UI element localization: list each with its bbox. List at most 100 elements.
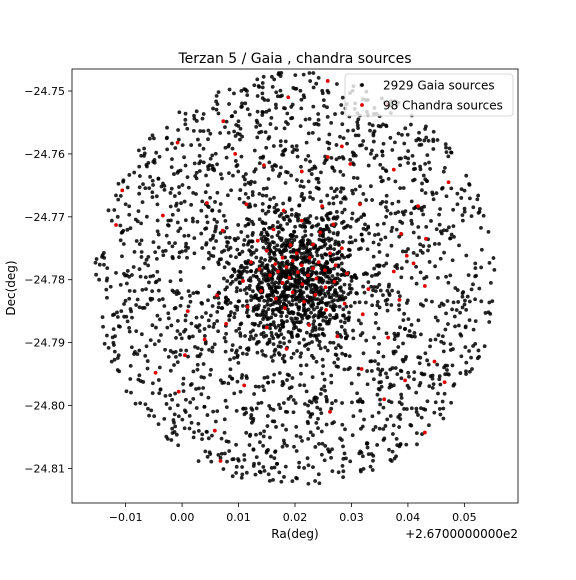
- gaia-point: [212, 217, 217, 222]
- gaia-point: [319, 411, 324, 415]
- gaia-point: [322, 311, 327, 315]
- gaia-point: [314, 250, 319, 254]
- gaia-point: [156, 176, 161, 181]
- gaia-point: [137, 348, 142, 353]
- gaia-point: [406, 370, 411, 375]
- gaia-point: [361, 226, 366, 231]
- gaia-point: [234, 409, 239, 413]
- gaia-point: [310, 353, 314, 358]
- gaia-point: [443, 165, 447, 170]
- gaia-point: [360, 238, 365, 243]
- gaia-point: [329, 155, 334, 160]
- gaia-point: [270, 333, 274, 338]
- gaia-point: [301, 72, 306, 77]
- gaia-point: [316, 112, 321, 116]
- gaia-point: [145, 359, 150, 363]
- gaia-point: [407, 374, 411, 379]
- chandra-point: [325, 79, 330, 83]
- gaia-point: [175, 329, 180, 333]
- chandra-point: [323, 285, 328, 290]
- gaia-point: [234, 471, 239, 475]
- gaia-point: [240, 465, 245, 469]
- gaia-point: [242, 287, 247, 292]
- gaia-point: [325, 265, 330, 270]
- gaia-point: [240, 101, 244, 106]
- gaia-point: [275, 233, 280, 238]
- chandra-point: [411, 261, 416, 266]
- gaia-point: [211, 325, 216, 329]
- gaia-point: [455, 191, 460, 196]
- chandra-point: [299, 263, 304, 268]
- gaia-point: [385, 417, 390, 422]
- gaia-point: [298, 184, 303, 189]
- gaia-point: [174, 355, 178, 359]
- gaia-point: [373, 425, 378, 429]
- gaia-point: [311, 260, 315, 265]
- gaia-point: [266, 209, 271, 214]
- gaia-point: [122, 302, 126, 306]
- gaia-point: [343, 353, 348, 358]
- gaia-point: [402, 141, 407, 146]
- gaia-point: [418, 270, 423, 275]
- gaia-point: [298, 435, 303, 440]
- gaia-point: [227, 235, 232, 240]
- gaia-point: [261, 384, 265, 389]
- gaia-point: [212, 342, 217, 347]
- gaia-point: [355, 120, 360, 125]
- gaia-point: [251, 289, 255, 294]
- gaia-point: [233, 159, 238, 163]
- gaia-point: [224, 225, 229, 230]
- gaia-point: [394, 436, 399, 441]
- gaia-point: [359, 321, 363, 326]
- gaia-point: [260, 85, 265, 90]
- gaia-point: [342, 255, 347, 260]
- gaia-point: [316, 416, 320, 421]
- gaia-point: [156, 378, 161, 382]
- gaia-point: [359, 232, 364, 237]
- gaia-point: [191, 291, 196, 295]
- gaia-point: [405, 132, 410, 137]
- gaia-point: [280, 444, 285, 449]
- gaia-point: [256, 84, 261, 88]
- gaia-point: [178, 332, 183, 337]
- chandra-point: [205, 201, 209, 205]
- gaia-point: [391, 349, 396, 354]
- gaia-point: [384, 371, 388, 376]
- gaia-point: [338, 134, 342, 139]
- gaia-point: [345, 128, 350, 133]
- gaia-point: [146, 263, 151, 268]
- gaia-point: [322, 458, 327, 463]
- gaia-point: [127, 173, 132, 177]
- gaia-point: [377, 387, 382, 392]
- gaia-point: [254, 312, 259, 317]
- chandra-point: [307, 255, 312, 260]
- gaia-point: [334, 143, 339, 147]
- gaia-point: [399, 275, 404, 280]
- gaia-point: [282, 401, 286, 405]
- gaia-point: [351, 328, 355, 333]
- gaia-point: [178, 348, 183, 353]
- gaia-point: [234, 123, 239, 127]
- gaia-point: [303, 229, 308, 234]
- chandra-point: [348, 162, 353, 166]
- gaia-point: [443, 372, 448, 377]
- gaia-point: [198, 129, 203, 133]
- gaia-point: [148, 338, 153, 343]
- gaia-point: [325, 348, 330, 353]
- gaia-point: [229, 310, 233, 314]
- x-tick-label: −0.01: [109, 511, 143, 524]
- y-tick-label: −24.75: [24, 85, 65, 98]
- gaia-point: [295, 154, 300, 159]
- gaia-point: [399, 376, 404, 381]
- gaia-point: [462, 206, 467, 211]
- gaia-point: [268, 197, 273, 202]
- gaia-point: [97, 277, 101, 282]
- chandra-point: [299, 169, 304, 174]
- gaia-point: [231, 173, 235, 178]
- gaia-point: [443, 142, 448, 147]
- chandra-point: [318, 230, 323, 235]
- gaia-point: [414, 390, 419, 395]
- gaia-point: [257, 191, 262, 196]
- gaia-point: [459, 354, 464, 359]
- gaia-point: [228, 282, 233, 286]
